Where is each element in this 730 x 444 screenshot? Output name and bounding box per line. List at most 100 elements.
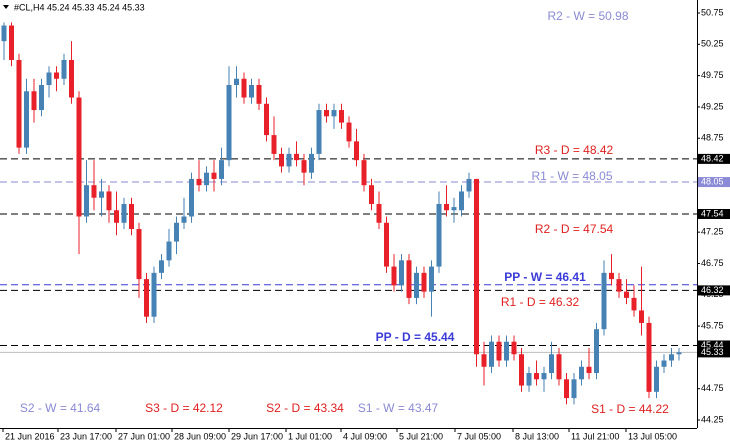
candle-body bbox=[579, 366, 584, 380]
candle-body bbox=[309, 153, 314, 173]
y-tick-label: 45.75 bbox=[701, 320, 724, 330]
candle-body bbox=[16, 59, 22, 148]
candle-body bbox=[249, 85, 254, 98]
candle-body bbox=[69, 59, 74, 98]
candle-body bbox=[121, 203, 127, 223]
x-tick-label: 28 Jun 09:00 bbox=[174, 431, 226, 441]
level-label: R1 - W = 48.05 bbox=[531, 169, 612, 183]
level-label: S3 - D = 42.12 bbox=[145, 401, 223, 415]
y-tick-label: 49.25 bbox=[701, 101, 724, 111]
candle-body bbox=[271, 135, 277, 154]
candle-body bbox=[646, 322, 652, 392]
candle-body bbox=[361, 160, 367, 186]
candle-body bbox=[436, 203, 442, 267]
candle-body bbox=[76, 97, 82, 217]
candle-body bbox=[421, 272, 427, 292]
candle-body bbox=[264, 103, 269, 136]
candle-body bbox=[346, 122, 352, 142]
candle-body bbox=[91, 185, 97, 198]
candle-body bbox=[631, 297, 637, 311]
level-label: S1 - D = 44.22 bbox=[591, 402, 669, 416]
candle-body bbox=[429, 266, 434, 292]
candle-body bbox=[84, 185, 89, 217]
candle-body bbox=[339, 110, 344, 123]
candle-body bbox=[594, 329, 599, 374]
x-tick-label: 29 Jun 17:00 bbox=[231, 431, 283, 441]
level-label: S1 - W = 43.47 bbox=[358, 401, 439, 415]
x-tick-label: 11 Jul 21:00 bbox=[571, 431, 619, 441]
candle-body bbox=[256, 85, 262, 104]
level-box-label: 48.42 bbox=[701, 153, 724, 163]
y-tick-label: 47.25 bbox=[701, 227, 724, 237]
candle-body bbox=[99, 191, 104, 198]
candle-body bbox=[384, 222, 389, 267]
candle-body bbox=[586, 366, 592, 374]
y-tick-label: 50.75 bbox=[701, 7, 724, 17]
candle-body bbox=[489, 341, 494, 367]
candle-body bbox=[324, 110, 329, 117]
level-label: PP - D = 45.44 bbox=[376, 330, 455, 344]
candle-body bbox=[1, 25, 7, 42]
level-label: R1 - D = 46.32 bbox=[501, 295, 580, 309]
candle-body bbox=[279, 153, 284, 167]
candle-body bbox=[451, 207, 457, 211]
candle-body bbox=[151, 272, 157, 317]
candle-body bbox=[301, 160, 307, 173]
candle-body bbox=[609, 272, 614, 280]
x-tick-label: 27 Jun 01:00 bbox=[118, 431, 170, 441]
level-box bbox=[698, 153, 730, 164]
level-box bbox=[698, 285, 730, 296]
candle-body bbox=[541, 373, 547, 380]
level-label: R3 - D = 48.42 bbox=[535, 143, 614, 157]
candle-body bbox=[196, 178, 202, 186]
level-box bbox=[698, 177, 730, 188]
candle-body bbox=[54, 72, 59, 79]
candle-body bbox=[204, 172, 209, 186]
candle-body bbox=[466, 178, 472, 192]
candle-body bbox=[331, 110, 337, 117]
candle-body bbox=[369, 185, 374, 204]
candle-body bbox=[219, 160, 224, 179]
y-tick-label: 49.75 bbox=[701, 70, 724, 80]
candle-body bbox=[571, 379, 577, 399]
level-label: S2 - D = 43.34 bbox=[266, 401, 344, 415]
candle-body bbox=[444, 203, 449, 211]
candle-body bbox=[511, 341, 517, 355]
level-box-label: 45.44 bbox=[701, 340, 724, 350]
candle-body bbox=[526, 373, 532, 386]
candle-body bbox=[31, 91, 37, 111]
candle-body bbox=[624, 291, 629, 298]
candle-body bbox=[136, 229, 142, 280]
candle-body bbox=[669, 354, 674, 361]
x-tick-label: 13 Jul 05:00 bbox=[628, 431, 677, 441]
candle-body bbox=[534, 373, 539, 380]
current-price-box bbox=[698, 347, 730, 358]
candle-body bbox=[286, 153, 292, 167]
x-tick-label: 1 Jul 01:00 bbox=[288, 431, 332, 441]
candle-body bbox=[676, 352, 682, 355]
candle-body bbox=[181, 216, 187, 223]
candle-body bbox=[459, 191, 464, 211]
y-tick-label: 44.75 bbox=[701, 383, 724, 393]
candle-body bbox=[519, 354, 524, 386]
candle-body bbox=[174, 222, 179, 242]
level-box bbox=[698, 208, 730, 219]
candle-body bbox=[481, 354, 487, 367]
candle-body bbox=[241, 78, 247, 98]
candle-body bbox=[114, 210, 119, 223]
current-price-label: 45.33 bbox=[701, 347, 724, 357]
candle-body bbox=[639, 310, 644, 323]
y-tick-label: 44.25 bbox=[701, 414, 724, 424]
candle-body bbox=[159, 260, 164, 273]
y-tick-label: 46.75 bbox=[701, 258, 724, 268]
level-label: R2 - D = 47.54 bbox=[535, 222, 614, 236]
candle-body bbox=[211, 172, 217, 179]
candle-body bbox=[616, 279, 622, 292]
level-label: R2 - W = 50.98 bbox=[547, 9, 628, 23]
candle-body bbox=[661, 360, 667, 367]
x-tick-label: 5 Jul 21:00 bbox=[399, 431, 443, 441]
candle-body bbox=[316, 110, 322, 154]
candle-body bbox=[106, 191, 112, 211]
candle-body bbox=[234, 78, 239, 86]
candle-body bbox=[294, 153, 299, 161]
